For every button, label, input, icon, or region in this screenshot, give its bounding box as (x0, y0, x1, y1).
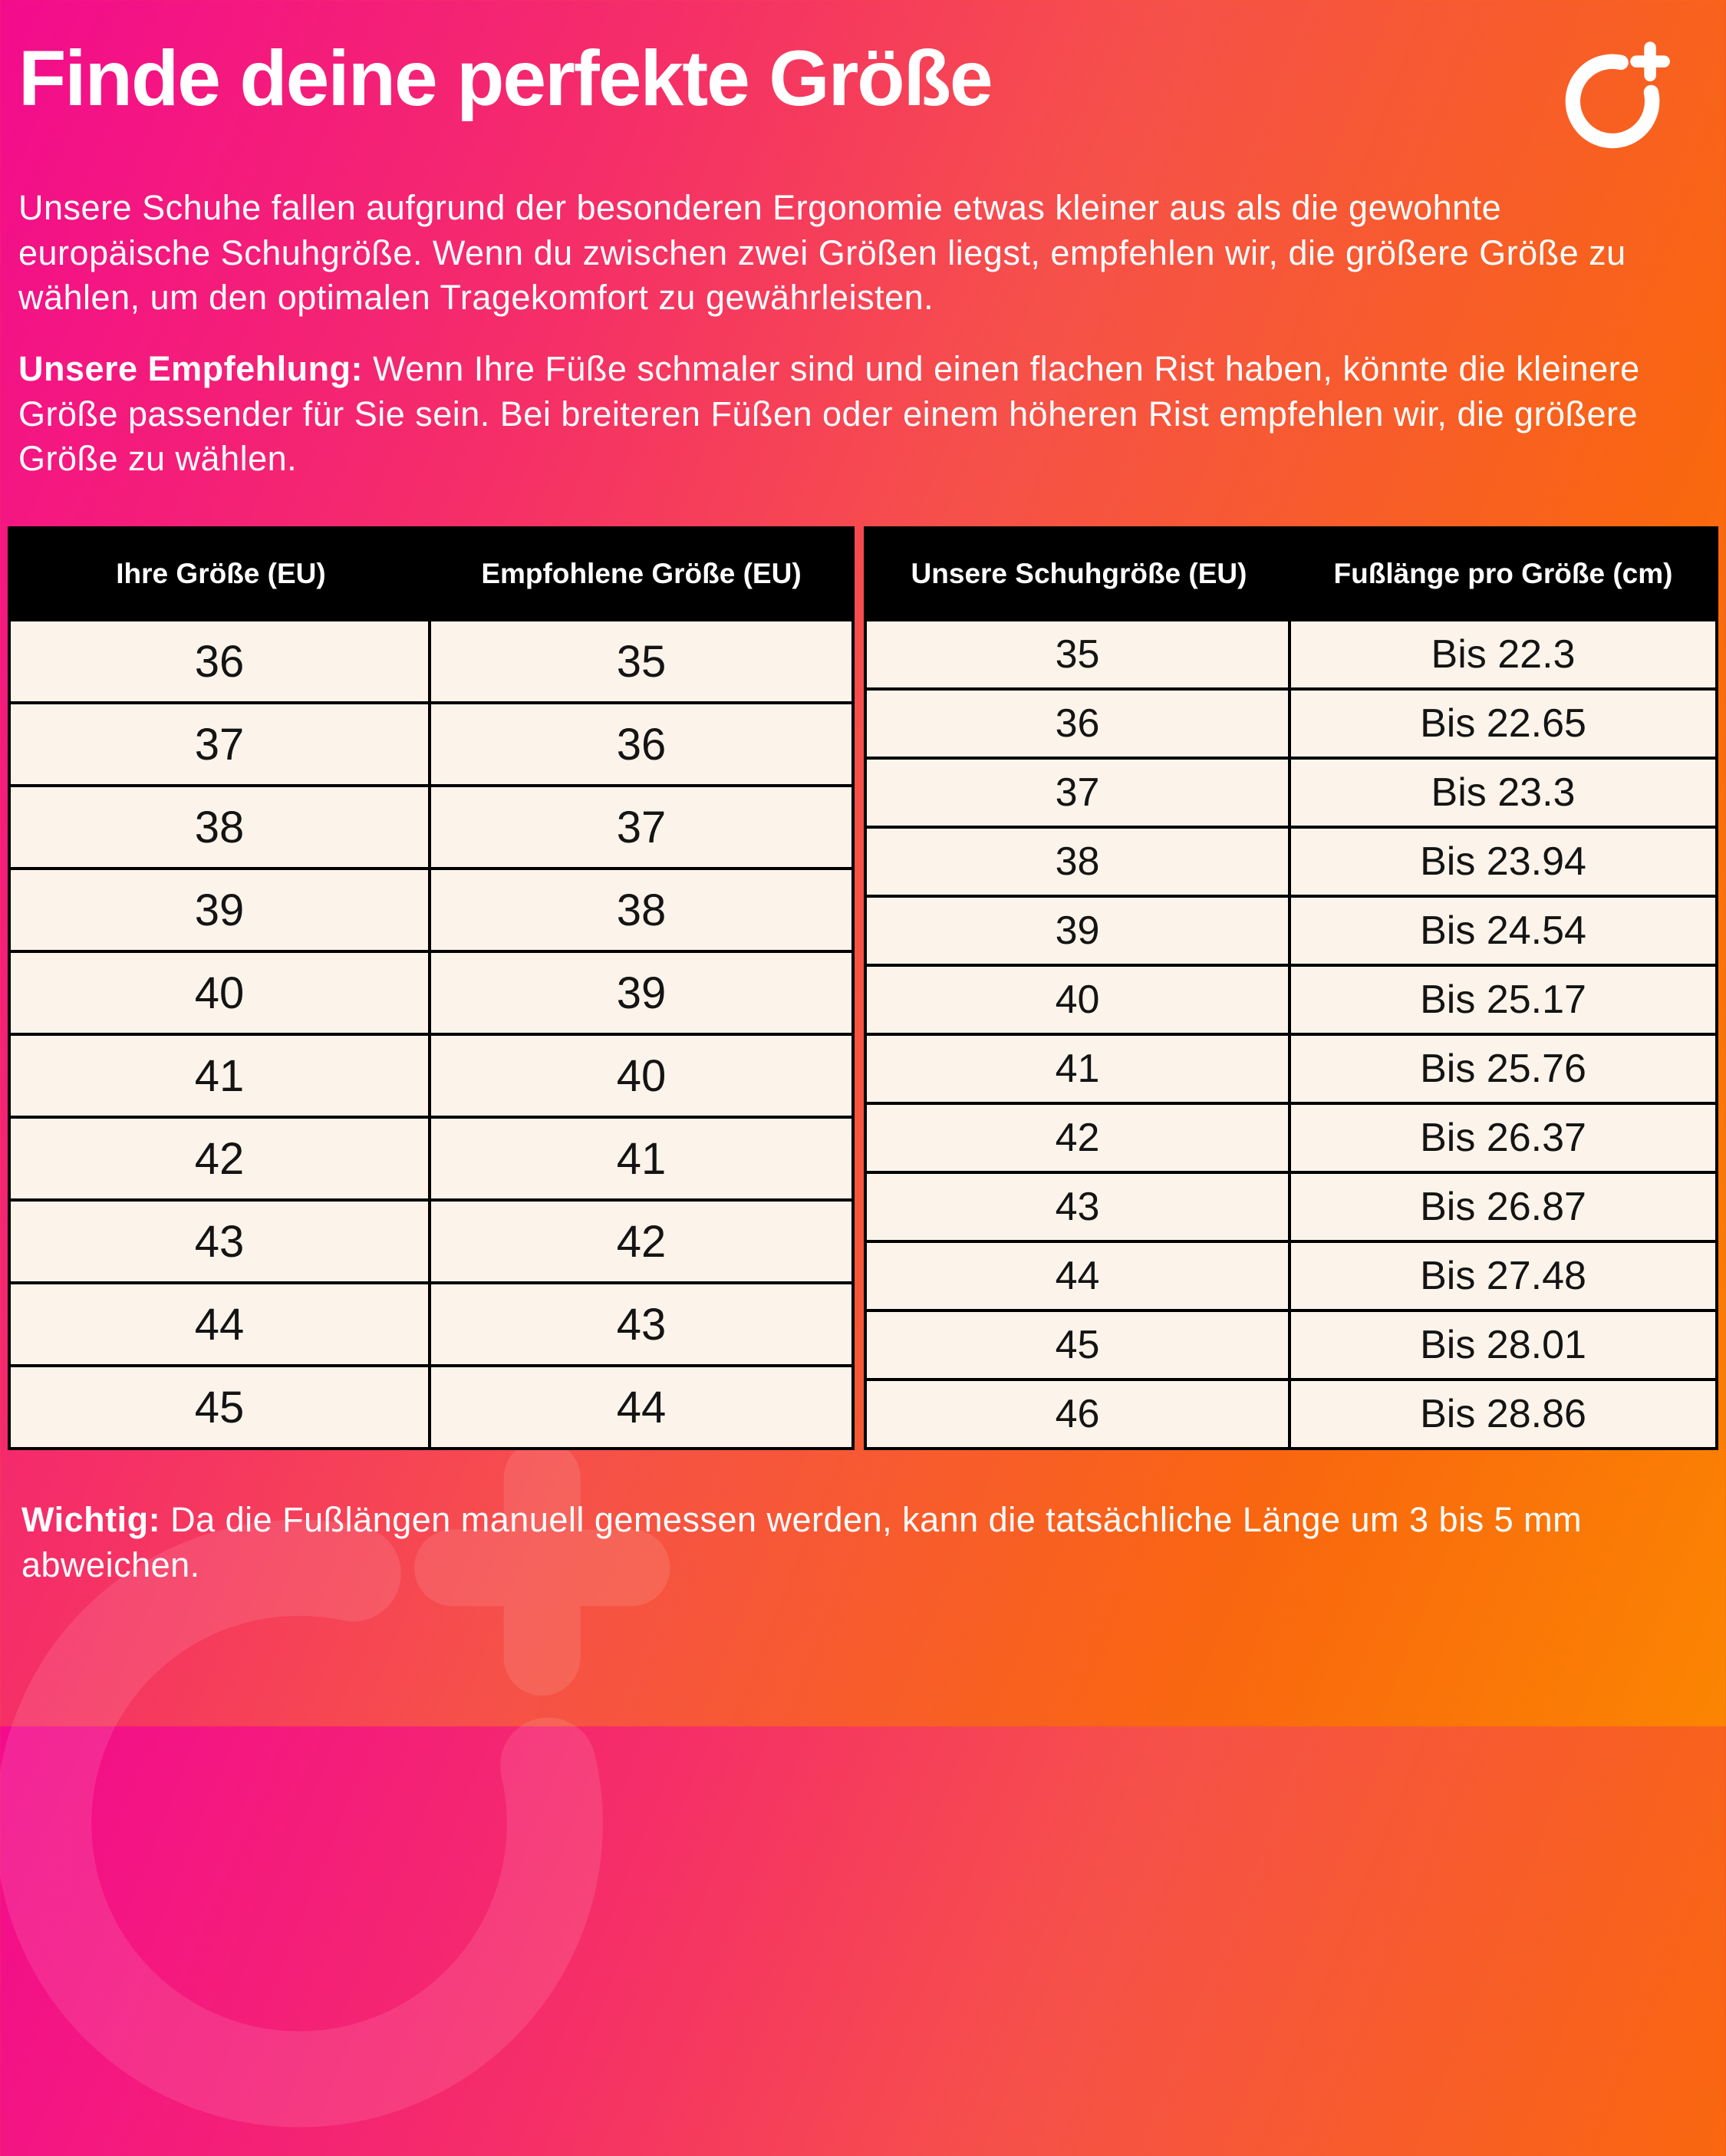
intro-paragraph: Unsere Schuhe fallen aufgrund der besond… (18, 188, 1626, 317)
table-cell: 39 (11, 867, 431, 950)
table-header-row: Unsere Schuhgröße (EU) Fußlänge pro Größ… (867, 529, 1715, 618)
table-cell: 40 (867, 964, 1291, 1033)
table-cell: 38 (11, 784, 431, 867)
table-cell: 36 (431, 701, 851, 784)
column-header: Ihre Größe (EU) (116, 558, 326, 589)
table-row: 41 Bis 25.76 (867, 1033, 1715, 1102)
column-header: Unsere Schuhgröße (EU) (911, 558, 1247, 589)
table-row: 37 36 (11, 701, 851, 784)
table-cell: Bis 25.17 (1291, 964, 1715, 1033)
table-cell: 41 (11, 1033, 431, 1116)
table-cell: 38 (867, 826, 1291, 895)
table-row: 38 37 (11, 784, 851, 867)
table-row: 38 Bis 23.94 (867, 826, 1715, 895)
table-row: 44 43 (11, 1281, 851, 1364)
size-conversion-table: Ihre Größe (EU) Empfohlene Größe (EU) 36… (8, 526, 855, 1450)
table-row: 41 40 (11, 1033, 851, 1116)
table-cell: 43 (431, 1281, 851, 1364)
table-row: 36 Bis 22.65 (867, 687, 1715, 757)
table-row: 35 Bis 22.3 (867, 618, 1715, 687)
table-cell: 41 (867, 1033, 1291, 1102)
footer-note-label: Wichtig: (21, 1500, 161, 1539)
table-cell: 40 (431, 1033, 851, 1116)
table-cell: Bis 22.65 (1291, 687, 1715, 757)
table-row: 39 38 (11, 867, 851, 950)
table-cell: 37 (431, 784, 851, 867)
table-cell: Bis 27.48 (1291, 1240, 1715, 1309)
recommendation-text: Wenn Ihre Füße schmaler sind und einen f… (18, 349, 1640, 478)
table-cell: 39 (867, 895, 1291, 964)
recommendation-paragraph: Unsere Empfehlung: Wenn Ihre Füße schmal… (18, 347, 1691, 482)
table-row: 36 35 (11, 618, 851, 701)
table-cell: Bis 26.87 (1291, 1171, 1715, 1240)
table-cell: 41 (431, 1116, 851, 1198)
table-cell: Bis 26.37 (1291, 1102, 1715, 1171)
recommendation-label: Unsere Empfehlung: (18, 349, 364, 388)
table-cell: 36 (867, 687, 1291, 757)
table-row: 40 Bis 25.17 (867, 964, 1715, 1033)
table-cell: 40 (11, 950, 431, 1033)
table-cell: Bis 24.54 (1291, 895, 1715, 964)
table-row: 37 Bis 23.3 (867, 757, 1715, 826)
table-row: 42 Bis 26.37 (867, 1102, 1715, 1171)
table-cell: 37 (11, 701, 431, 784)
table-row: 45 Bis 28.01 (867, 1309, 1715, 1378)
table-cell: Bis 23.94 (1291, 826, 1715, 895)
table-cell: 42 (11, 1116, 431, 1198)
table-row: 39 Bis 24.54 (867, 895, 1715, 964)
table-cell: Bis 28.01 (1291, 1309, 1715, 1378)
page-title: Finde deine perfekte Größe (18, 35, 993, 122)
table-cell: 43 (867, 1171, 1291, 1240)
table-header-row: Ihre Größe (EU) Empfohlene Größe (EU) (11, 529, 851, 618)
table-row: 42 41 (11, 1116, 851, 1198)
circle-plus-logo-icon (1565, 41, 1670, 149)
table-cell: 44 (11, 1281, 431, 1364)
column-header: Empfohlene Größe (EU) (481, 558, 802, 589)
table-cell: 35 (867, 618, 1291, 687)
table-cell: 42 (867, 1102, 1291, 1171)
table-cell: 35 (431, 618, 851, 701)
footer-note-text: Da die Fußlängen manuell gemessen werden… (21, 1500, 1583, 1584)
table-cell: 43 (11, 1198, 431, 1281)
footer-note: Wichtig: Da die Fußlängen manuell gemess… (21, 1498, 1671, 1587)
foot-length-table: Unsere Schuhgröße (EU) Fußlänge pro Größ… (864, 526, 1718, 1450)
table-cell: 36 (11, 618, 431, 701)
table-cell: 37 (867, 757, 1291, 826)
table-cell: 46 (867, 1378, 1291, 1447)
table-cell: Bis 22.3 (1291, 618, 1715, 687)
table-cell: 44 (431, 1364, 851, 1447)
table-row: 40 39 (11, 950, 851, 1033)
table-cell: 44 (867, 1240, 1291, 1309)
table-cell: Bis 25.76 (1291, 1033, 1715, 1102)
column-header: Fußlänge pro Größe (cm) (1333, 558, 1673, 589)
table-cell: 45 (11, 1364, 431, 1447)
table-cell: 42 (431, 1198, 851, 1281)
table-cell: 39 (431, 950, 851, 1033)
table-row: 46 Bis 28.86 (867, 1378, 1715, 1447)
table-row: 45 44 (11, 1364, 851, 1447)
table-cell: Bis 28.86 (1291, 1378, 1715, 1447)
table-cell: 45 (867, 1309, 1291, 1378)
table-cell: 38 (431, 867, 851, 950)
table-cell: Bis 23.3 (1291, 757, 1715, 826)
table-row: 43 Bis 26.87 (867, 1171, 1715, 1240)
table-row: 43 42 (11, 1198, 851, 1281)
table-row: 44 Bis 27.48 (867, 1240, 1715, 1309)
